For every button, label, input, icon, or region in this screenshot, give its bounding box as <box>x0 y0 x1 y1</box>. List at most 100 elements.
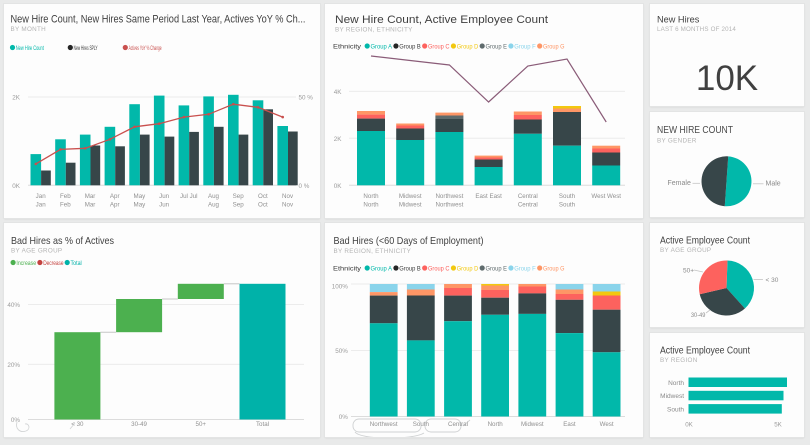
svg-text:Group B: Group B <box>399 266 421 273</box>
svg-text:Ethnicity: Ethnicity <box>333 266 362 273</box>
svg-text:Feb: Feb <box>60 193 71 200</box>
svg-text:New Hire Count: New Hire Count <box>16 46 44 52</box>
svg-text:Midwest: Midwest <box>399 193 422 200</box>
svg-text:0 %: 0 % <box>299 183 310 190</box>
svg-text:BY GENDER: BY GENDER <box>657 138 697 145</box>
svg-text:Aug: Aug <box>208 193 220 200</box>
svg-text:Group E: Group E <box>486 44 508 51</box>
svg-text:Group A: Group A <box>371 44 393 51</box>
svg-text:New Hires: New Hires <box>657 15 700 25</box>
svg-text:Aug: Aug <box>208 202 220 209</box>
svg-text:New Hire Count, New Hires Same: New Hire Count, New Hires Same Period La… <box>11 14 306 26</box>
svg-text:Oct: Oct <box>258 202 268 209</box>
svg-text:Group F: Group F <box>514 266 536 273</box>
svg-text:North: North <box>363 193 379 200</box>
svg-text:2K: 2K <box>334 136 343 143</box>
svg-text:0K: 0K <box>685 422 693 429</box>
svg-text:Mar: Mar <box>85 202 96 209</box>
svg-text:Total: Total <box>256 421 269 428</box>
svg-text:0K: 0K <box>334 183 343 190</box>
svg-text:Apr: Apr <box>110 193 120 200</box>
svg-text:Sep: Sep <box>233 193 245 200</box>
svg-text:Group G: Group G <box>543 266 565 273</box>
svg-text:Midwest: Midwest <box>521 421 544 428</box>
svg-text:Increase: Increase <box>16 261 36 267</box>
svg-text:Female: Female <box>668 180 691 187</box>
svg-text:Active Employee Count: Active Employee Count <box>660 235 750 247</box>
svg-text:BY MONTH: BY MONTH <box>11 26 47 33</box>
svg-text:0K: 0K <box>12 183 21 190</box>
svg-text:BY AGE GROUP: BY AGE GROUP <box>660 247 711 254</box>
svg-text:Northwest: Northwest <box>435 202 463 209</box>
svg-text:Ethnicity: Ethnicity <box>333 44 362 51</box>
svg-text:30-49: 30-49 <box>131 421 147 428</box>
svg-text:Group C: Group C <box>428 44 450 51</box>
svg-text:Total: Total <box>71 261 82 267</box>
svg-text:5K: 5K <box>774 422 782 429</box>
svg-text:40%: 40% <box>7 302 20 309</box>
svg-text:BY AGE GROUP: BY AGE GROUP <box>11 248 62 255</box>
svg-text:Male: Male <box>766 180 781 187</box>
svg-text:Jul Jul: Jul Jul <box>180 193 198 200</box>
svg-text:50 %: 50 % <box>299 95 314 102</box>
svg-text:South: South <box>559 202 576 209</box>
svg-text:< 30: < 30 <box>71 421 84 428</box>
svg-text:Feb: Feb <box>60 202 71 209</box>
svg-text:Group C: Group C <box>428 266 450 273</box>
svg-text:Midwest: Midwest <box>660 393 684 400</box>
svg-text:Apr: Apr <box>110 202 120 209</box>
svg-text:LAST 6 MONTHS OF 2014: LAST 6 MONTHS OF 2014 <box>657 26 736 33</box>
svg-text:Oct: Oct <box>258 193 268 200</box>
svg-text:Bad Hires (<60 Days of Employm: Bad Hires (<60 Days of Employment) <box>334 235 484 247</box>
svg-text:Decrease: Decrease <box>43 261 64 267</box>
svg-text:Central: Central <box>518 193 538 200</box>
svg-text:50+: 50+ <box>683 267 694 274</box>
svg-text:Northwest: Northwest <box>370 421 398 428</box>
svg-text:50+: 50+ <box>196 421 207 428</box>
svg-text:North: North <box>668 380 684 387</box>
svg-text:North: North <box>488 421 504 428</box>
svg-text:Group D: Group D <box>457 44 479 51</box>
svg-text:Midwest: Midwest <box>399 202 422 209</box>
svg-text:Nov: Nov <box>282 202 294 209</box>
svg-text:Central: Central <box>518 202 538 209</box>
svg-text:Northwest: Northwest <box>435 193 463 200</box>
svg-text:Group G: Group G <box>543 44 565 51</box>
svg-text:BY REGION, ETHNICITY: BY REGION, ETHNICITY <box>334 248 412 255</box>
svg-text:New Hires SPLY: New Hires SPLY <box>74 46 98 52</box>
svg-text:Bad Hires as % of Actives: Bad Hires as % of Actives <box>11 235 114 247</box>
svg-text:0%: 0% <box>339 414 349 421</box>
svg-text:BY REGION: BY REGION <box>660 357 698 364</box>
svg-text:North: North <box>363 202 379 209</box>
svg-text:East: East <box>563 421 576 428</box>
svg-text:Jun: Jun <box>159 193 170 200</box>
svg-text:< 30: < 30 <box>766 277 779 284</box>
svg-text:South: South <box>667 406 684 413</box>
svg-text:Jan: Jan <box>36 193 47 200</box>
svg-text:20%: 20% <box>7 362 20 369</box>
svg-text:Group F: Group F <box>514 44 536 51</box>
svg-text:2K: 2K <box>12 95 21 102</box>
svg-text:100%: 100% <box>332 284 349 291</box>
svg-text:May: May <box>134 202 147 209</box>
svg-text:0%: 0% <box>11 417 21 424</box>
svg-text:Group E: Group E <box>486 266 508 273</box>
svg-text:50%: 50% <box>335 348 348 355</box>
svg-text:East East: East East <box>475 193 502 200</box>
svg-text:BY REGION, ETHNICITY: BY REGION, ETHNICITY <box>335 27 413 34</box>
svg-text:Group D: Group D <box>457 266 479 273</box>
svg-text:Actives YoY % Change: Actives YoY % Change <box>129 46 162 52</box>
svg-text:Group A: Group A <box>371 266 393 273</box>
svg-text:South: South <box>559 193 576 200</box>
svg-text:New Hire Count, Active Employe: New Hire Count, Active Employee Count <box>335 14 548 26</box>
svg-text:4K: 4K <box>334 89 343 96</box>
svg-text:Sep: Sep <box>233 202 245 209</box>
svg-text:Nov: Nov <box>282 193 294 200</box>
svg-text:Group B: Group B <box>399 44 421 51</box>
svg-text:NEW HIRE COUNT: NEW HIRE COUNT <box>657 124 733 136</box>
svg-text:10K: 10K <box>696 59 758 98</box>
svg-text:West West: West West <box>591 193 621 200</box>
svg-text:Jan: Jan <box>36 202 47 209</box>
svg-text:West: West <box>600 421 614 428</box>
svg-text:30-49: 30-49 <box>691 312 706 319</box>
